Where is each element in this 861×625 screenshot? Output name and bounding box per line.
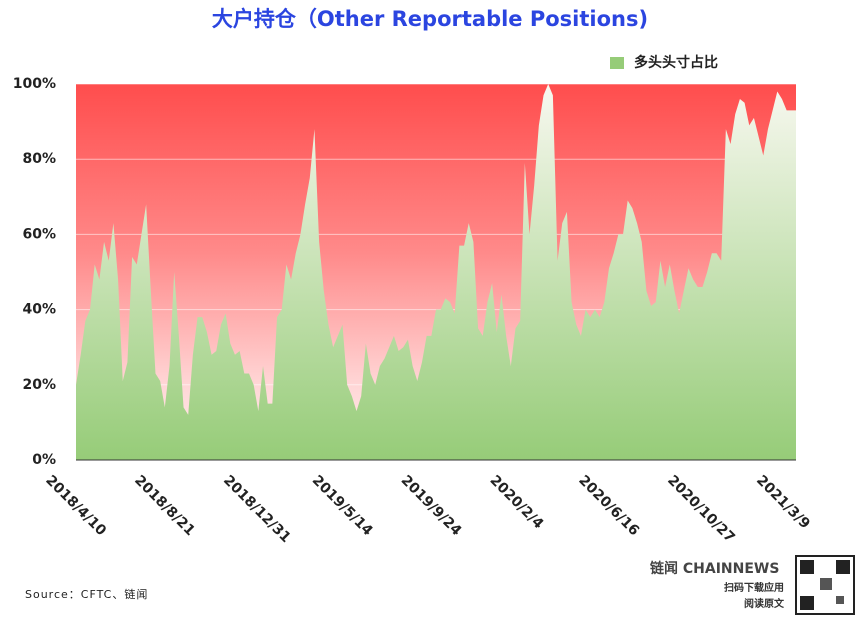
y-tick-label: 20%	[22, 377, 56, 393]
y-tick-label: 0%	[32, 452, 56, 468]
x-tick-label: 2020/2/4	[486, 472, 546, 532]
legend: 多头头寸占比	[610, 54, 718, 71]
chart-title: 大户持仓（Other Reportable Positions)	[212, 7, 648, 31]
x-tick-label: 2019/9/24	[398, 472, 465, 539]
x-tick-label: 2018/4/10	[42, 472, 109, 539]
legend-swatch	[610, 57, 624, 69]
x-tick-label: 2020/10/27	[664, 472, 738, 546]
footer-line: 阅读原文	[744, 597, 785, 610]
source-note: Source：CFTC、链闻	[25, 587, 148, 601]
y-tick-label: 100%	[13, 76, 56, 92]
footer-line: 扫码下载应用	[724, 581, 784, 594]
brand: 链闻 CHAINNEWS	[650, 560, 779, 577]
x-tick-label: 2020/6/16	[575, 472, 642, 539]
x-tick-label: 2018/12/31	[220, 472, 294, 546]
x-tick-label: 2018/8/21	[131, 472, 198, 539]
y-tick-label: 60%	[22, 226, 56, 242]
y-tick-label: 40%	[22, 302, 56, 318]
qr-code	[795, 555, 855, 615]
x-tick-label: 2021/3/9	[753, 472, 813, 532]
legend-label: 多头头寸占比	[634, 54, 718, 71]
area	[76, 84, 796, 460]
y-tick-label: 80%	[22, 151, 56, 167]
x-tick-label: 2019/5/14	[309, 472, 376, 539]
